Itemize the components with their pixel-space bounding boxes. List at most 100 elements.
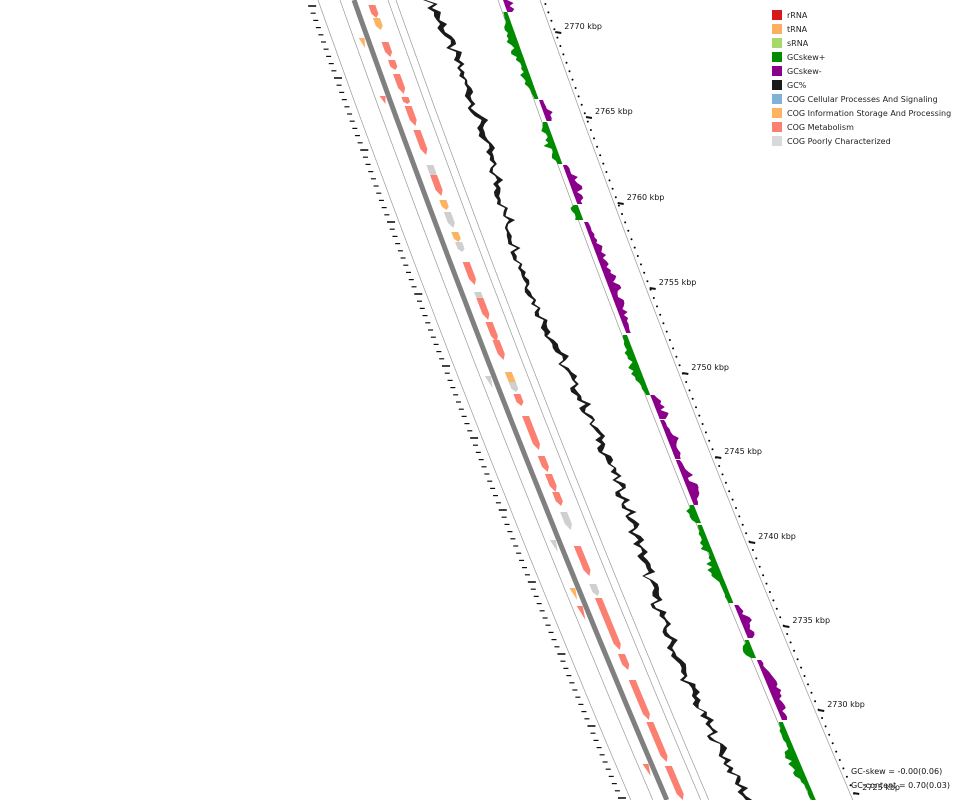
ruler-dot	[685, 381, 688, 383]
gene-arrow	[492, 340, 505, 360]
gene-arrow	[455, 242, 465, 252]
legend-item-cog-info: COG Information Storage And Processing	[772, 106, 951, 120]
ruler-dot	[691, 397, 694, 400]
gene-arrow	[388, 60, 398, 70]
ruler-dot	[810, 691, 813, 694]
ruler-dot	[814, 700, 817, 703]
ruler-dot	[845, 775, 848, 778]
ruler-dot	[633, 246, 636, 249]
gc-skew-segment	[541, 122, 563, 164]
legend-item-trna: tRNA	[772, 22, 951, 36]
gc-skew-segment	[584, 222, 631, 333]
gene-arrow	[589, 584, 600, 596]
kbp-label: 2770 kbp	[564, 22, 602, 31]
kbp-label: 2725 kbp	[862, 783, 900, 792]
kbp-label: 2745 kbp	[724, 447, 762, 456]
ruler-dot	[779, 616, 782, 619]
ruler-dot	[599, 154, 602, 157]
ruler-dot	[838, 759, 841, 761]
gc-skew-track	[503, 0, 816, 800]
legend-label: sRNA	[787, 38, 809, 48]
legend-item-cog-cellular: COG Cellular Processes And Signaling	[772, 92, 951, 106]
ruler-dot	[835, 750, 838, 753]
legend-label: COG Information Storage And Processing	[787, 108, 952, 118]
ruler-dot	[821, 717, 824, 719]
ruler-dot	[724, 481, 727, 484]
gene-arrow	[485, 322, 498, 342]
track-line	[317, 0, 632, 800]
gc-content-track	[423, 0, 753, 800]
gene-arrow	[368, 5, 379, 18]
legend-label: tRNA	[787, 24, 808, 34]
major-tick	[585, 116, 593, 119]
ruler-dot	[842, 767, 845, 770]
ruler-dot	[704, 431, 707, 434]
ruler-dot	[665, 330, 668, 333]
legend-item-gcskew-pos: GCskew+	[772, 50, 951, 64]
kbp-label: 2755 kbp	[659, 278, 697, 287]
legend: rRNA tRNA sRNA GCskew+ GCskew- GC% COG C…	[772, 8, 951, 148]
gene-arrow	[560, 512, 572, 530]
gene-arrow-small	[642, 764, 651, 776]
gene-arrow	[372, 18, 383, 30]
ruler-dot	[796, 658, 799, 661]
gc-skew-segment	[562, 165, 584, 204]
ruler-dot	[617, 204, 620, 207]
kbp-label: 2735 kbp	[792, 616, 830, 625]
ruler-dot	[672, 347, 675, 350]
track-line	[339, 0, 654, 800]
ruler-dot	[556, 36, 559, 39]
gene-arrow	[544, 474, 557, 492]
ruler-dot	[828, 733, 831, 736]
ruler-dot	[646, 280, 649, 283]
kbp-label: 2740 kbp	[758, 532, 796, 541]
ruler-dot	[586, 120, 589, 123]
gene-arrow	[426, 165, 437, 178]
legend-label: COG Poorly Characterized	[787, 136, 891, 146]
ruler-dot	[593, 137, 595, 140]
legend-item-srna: sRNA	[772, 36, 951, 50]
ruler-dot	[695, 406, 697, 409]
ruler-dot	[807, 683, 809, 686]
kbp-ruler: 2770 kbp 2765 kbp 2760 kbp 2755 kbp 2750 kbp…	[544, 3, 900, 795]
legend-item-cog-poor: COG Poorly Characterized	[772, 134, 951, 148]
ruler-dot	[544, 3, 547, 5]
legend-label: GCskew-	[787, 66, 822, 76]
ruler-dot	[721, 473, 724, 476]
ruler-dot	[580, 103, 583, 106]
ruler-dot	[589, 129, 592, 131]
gc-skew-segment	[503, 12, 539, 99]
outer-tick-ruler	[308, 5, 626, 799]
gene-arrow	[513, 394, 524, 406]
gc-content-stat: GC-content = 0.70(0.03)	[851, 781, 950, 790]
ruler-dot	[652, 297, 655, 299]
legend-label: GCskew+	[787, 52, 826, 62]
ruler-dot	[849, 784, 852, 787]
legend-label: COG Cellular Processes And Signaling	[787, 94, 938, 104]
major-tick	[617, 202, 624, 205]
ruler-dot	[701, 423, 704, 425]
track-line	[387, 0, 702, 800]
major-tick	[555, 31, 562, 34]
ruler-dot	[803, 675, 806, 677]
legend-swatch-cog-info	[772, 108, 782, 118]
ruler-dot	[624, 221, 627, 224]
ruler-dot	[758, 565, 761, 568]
gene-arrow	[537, 456, 549, 472]
gene-arrow	[439, 200, 449, 210]
major-tick	[853, 792, 860, 795]
gc-skew-segment	[742, 640, 757, 658]
ruler-dot	[762, 574, 765, 577]
ruler-dot	[738, 515, 741, 518]
gene-arrow	[508, 382, 519, 392]
cog-gene-features	[358, 5, 684, 800]
major-tick	[783, 625, 790, 628]
legend-item-cog-metabolism: COG Metabolism	[772, 120, 951, 134]
ruler-dot	[636, 255, 639, 257]
legend-swatch-cog-poor	[772, 136, 782, 146]
ruler-dot	[656, 305, 658, 308]
ruler-dot	[718, 465, 721, 467]
track-line	[395, 0, 710, 800]
gene-arrow-small	[379, 96, 386, 104]
gene-arrow	[573, 546, 591, 576]
